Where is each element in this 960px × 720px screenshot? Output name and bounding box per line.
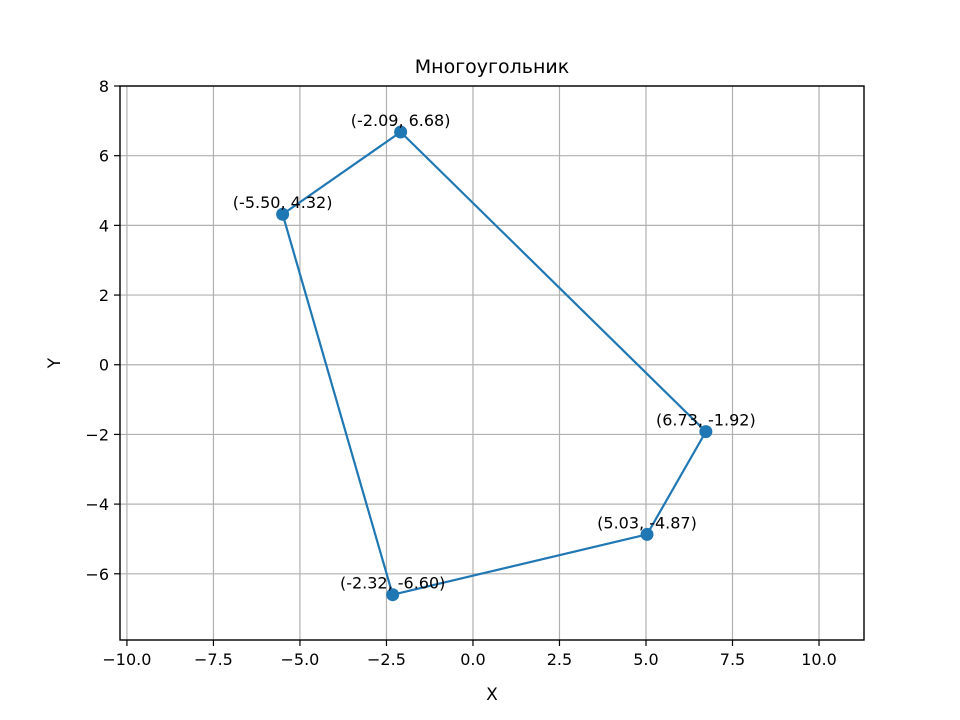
x-tick-label: 7.5 — [720, 650, 745, 669]
y-tick-label: 2 — [99, 286, 109, 305]
data-point — [276, 207, 290, 221]
plot-frame — [119, 85, 865, 641]
y-tick-label: −6 — [85, 565, 109, 584]
x-tick-label: 0.0 — [460, 650, 485, 669]
y-tick-label: −2 — [85, 425, 109, 444]
y-tick-label: 4 — [99, 216, 109, 235]
x-axis-title: X — [486, 685, 498, 705]
series-layer: (-5.50, 4.32) (-2.09, 6.68) (6.73, -1.92) (… — [233, 111, 756, 602]
polygon-edge-line — [281, 130, 707, 596]
y-axis-ticks: −6 −4 −2 0 2 4 6 8 — [85, 77, 120, 584]
x-tick-label: 5.0 — [633, 650, 658, 669]
chart-title: Многоугольник — [415, 56, 570, 78]
y-axis-title: Y — [45, 357, 65, 369]
x-tick-label: 2.5 — [547, 650, 572, 669]
point-label: (-2.32, -6.60) — [340, 574, 445, 593]
point-label: (-2.09, 6.68) — [351, 111, 451, 130]
point-label: (6.73, -1.92) — [656, 411, 756, 430]
y-tick-label: 6 — [99, 147, 109, 166]
grid — [120, 85, 864, 640]
x-tick-label: −10.0 — [102, 650, 151, 669]
y-tick-label: −4 — [85, 495, 109, 514]
point-label: (-5.50, 4.32) — [233, 193, 333, 212]
y-tick-label: 0 — [99, 356, 109, 375]
x-tick-label: −2.5 — [367, 650, 406, 669]
data-point — [699, 425, 713, 439]
x-axis-ticks: −10.0 −7.5 −5.0 −2.5 0.0 2.5 5.0 7.5 10.0 — [102, 640, 837, 669]
data-point — [394, 125, 408, 139]
point-label: (5.03, -4.87) — [597, 513, 697, 532]
data-point — [386, 588, 400, 602]
x-tick-label: −5.0 — [281, 650, 320, 669]
y-tick-label: 8 — [99, 77, 109, 96]
data-point — [640, 527, 654, 541]
x-tick-label: −7.5 — [194, 650, 233, 669]
x-tick-label: 10.0 — [801, 650, 837, 669]
